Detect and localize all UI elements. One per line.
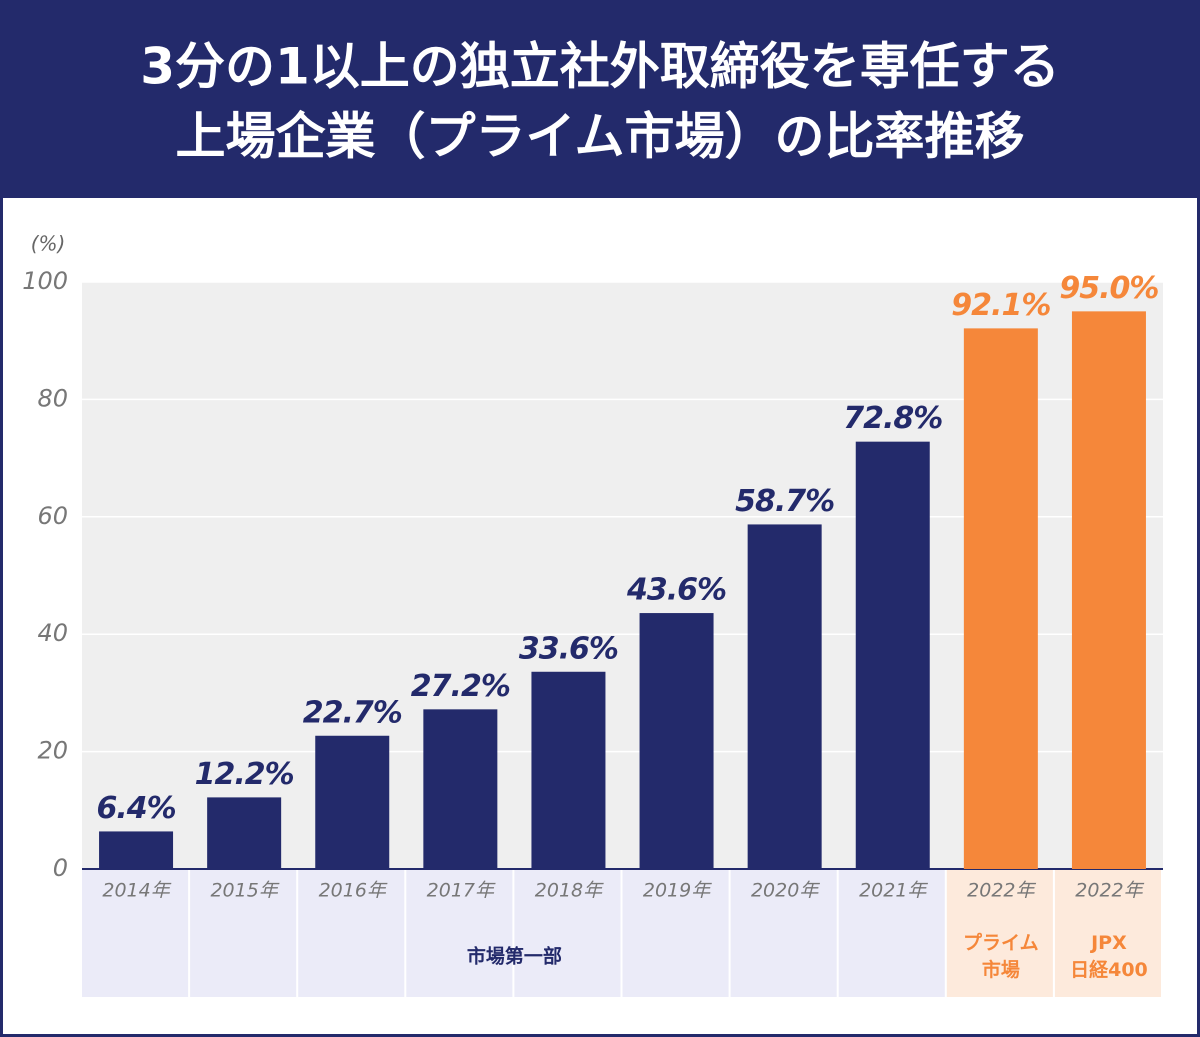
group-label: 市場: [982, 958, 1020, 981]
x-tick-label: 2020年: [751, 880, 820, 902]
category-cell: [298, 870, 405, 997]
value-label: 43.6%: [626, 573, 726, 608]
value-label: 22.7%: [303, 695, 402, 730]
value-label: 33.6%: [519, 631, 618, 666]
bar: [855, 441, 930, 869]
x-tick-label: 2019年: [643, 880, 712, 902]
bar: [747, 524, 822, 869]
bar: [207, 797, 282, 869]
value-label: 58.7%: [735, 484, 834, 519]
y-tick-label: 100: [22, 267, 68, 295]
category-cell: [946, 870, 1053, 997]
header: [0, 0, 1200, 198]
value-label: 95.0%: [1059, 271, 1158, 306]
y-tick-label: 0: [53, 854, 68, 882]
category-cell: [82, 870, 189, 997]
chart-title: 上場企業（プライム市場）の比率推移: [176, 108, 1025, 166]
value-label: 92.1%: [951, 288, 1050, 323]
group-label: 日経400: [1070, 958, 1148, 981]
x-tick-label: 2017年: [427, 880, 496, 902]
group-label: JPX: [1089, 932, 1127, 954]
x-tick-label: 2016年: [319, 880, 388, 902]
y-tick-label: 40: [37, 619, 68, 647]
value-label: 72.8%: [843, 401, 942, 436]
category-cell: [190, 870, 297, 997]
y-tick-label: 20: [37, 737, 68, 765]
x-tick-label: 2021年: [859, 880, 928, 902]
category-cell: [514, 870, 621, 997]
group-label: プライム: [963, 931, 1039, 954]
category-cell: [1054, 870, 1161, 997]
value-label: 6.4%: [96, 791, 175, 826]
category-cell: [730, 870, 837, 997]
y-tick-label: 80: [37, 384, 68, 412]
y-tick-label: 60: [37, 502, 68, 530]
chart-title: 3分の1以上の独立社外取締役を専任する: [140, 38, 1060, 96]
category-cell: [406, 870, 513, 997]
bar: [99, 831, 174, 869]
x-tick-label: 2022年: [967, 880, 1036, 902]
x-tick-label: 2018年: [535, 880, 604, 902]
bar: [639, 613, 714, 869]
x-tick-label: 2014年: [102, 880, 171, 902]
x-tick-label: 2015年: [210, 880, 279, 902]
category-cell: [838, 870, 945, 997]
bar: [1071, 311, 1146, 870]
bar: [963, 328, 1038, 869]
value-label: 27.2%: [411, 669, 510, 704]
bar: [315, 735, 390, 869]
category-cell: [622, 870, 729, 997]
y-unit: (%): [31, 232, 66, 256]
x-tick-label: 2022年: [1075, 880, 1144, 902]
bar: [531, 671, 606, 869]
bar: [423, 709, 498, 869]
value-label: 12.2%: [195, 757, 294, 792]
group-label: 市場第一部: [467, 945, 562, 968]
